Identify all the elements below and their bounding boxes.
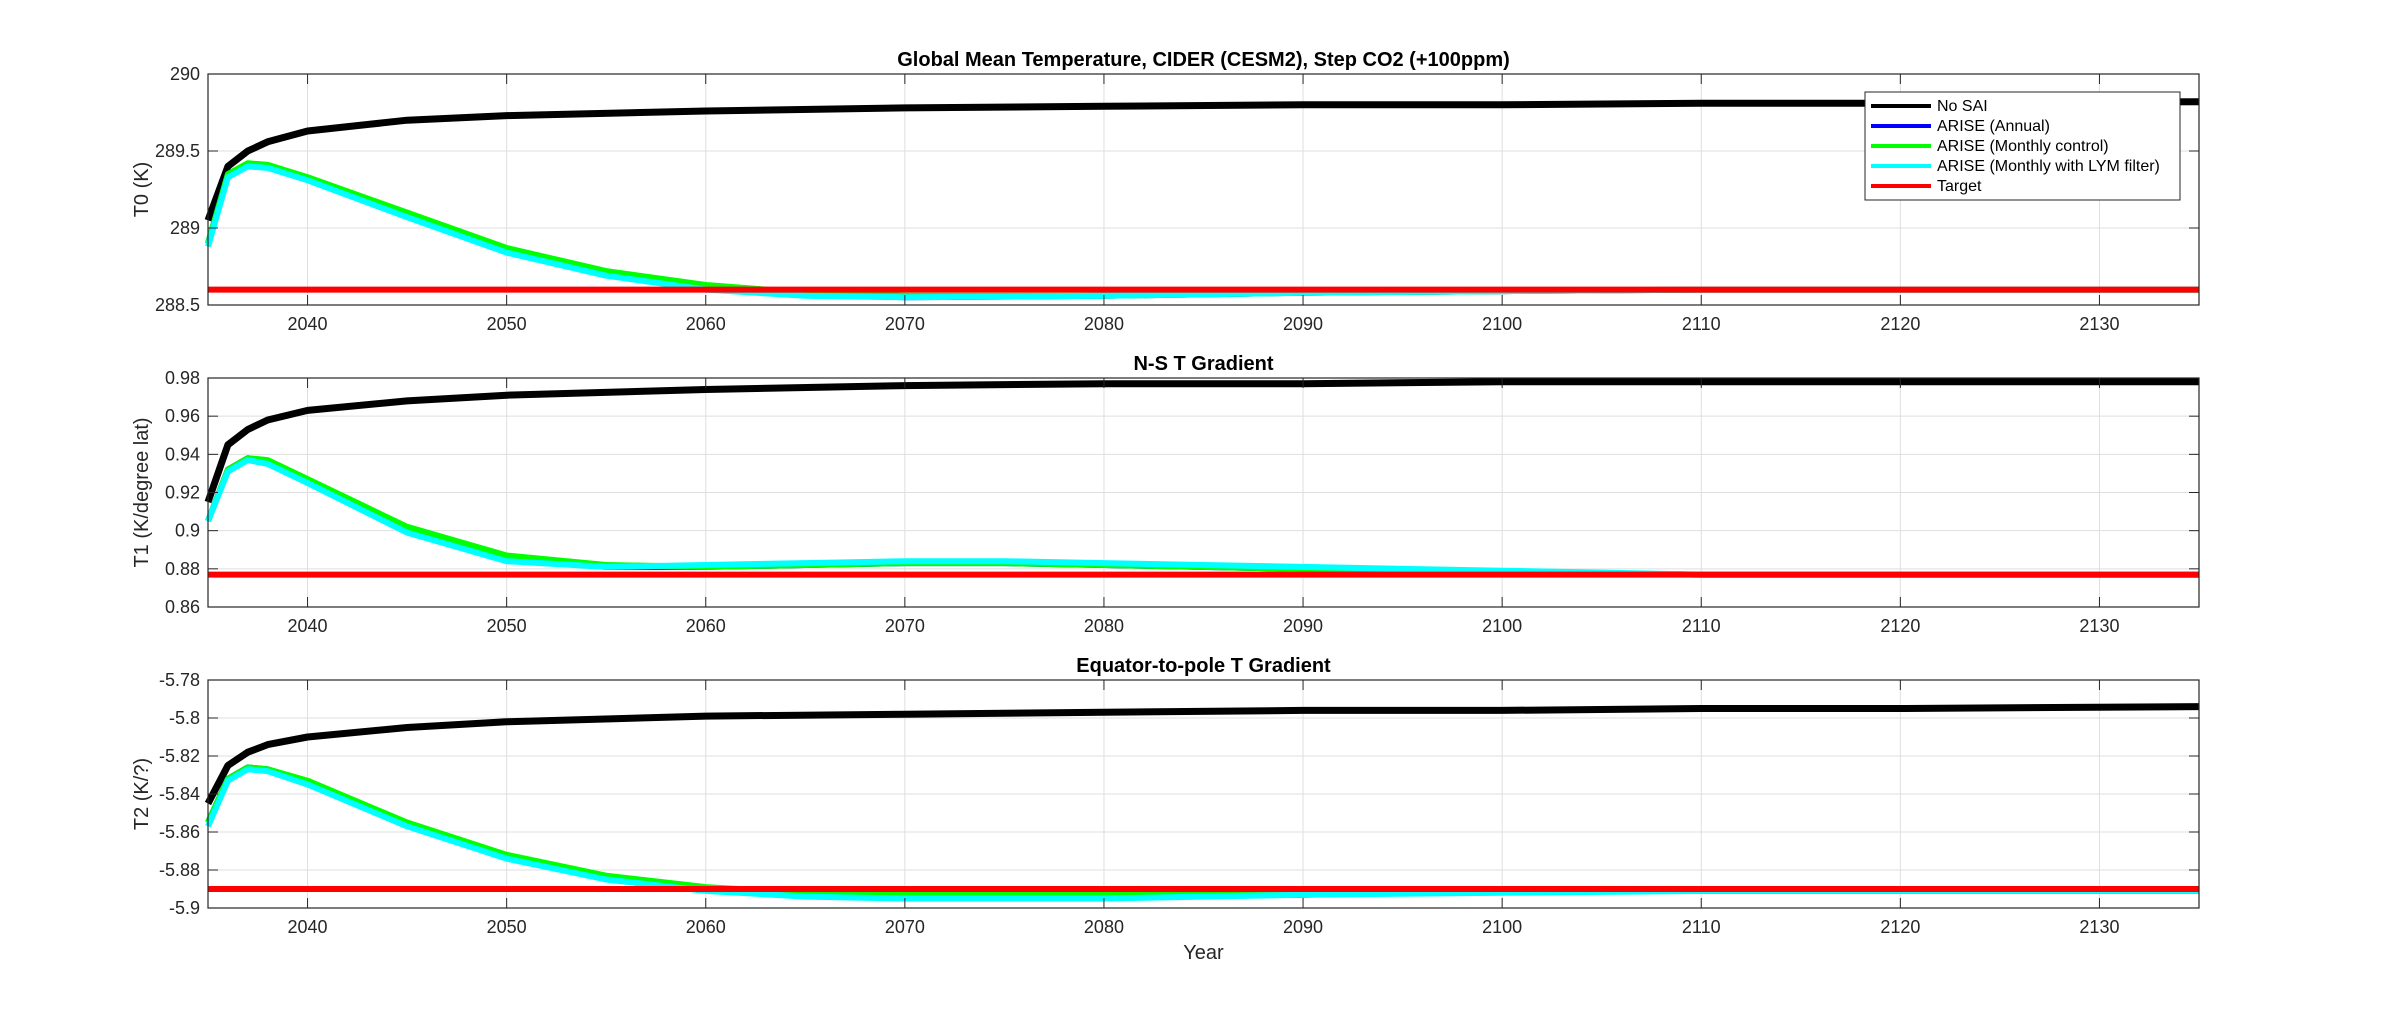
y-tick-label: 0.88 xyxy=(165,559,200,579)
x-tick-label: 2050 xyxy=(487,616,527,636)
series-line-no-sai xyxy=(204,378,2199,504)
x-tick-label: 2040 xyxy=(288,314,328,334)
legend-label: ARISE (Annual) xyxy=(1937,118,2050,135)
x-tick-label: 2130 xyxy=(2079,917,2119,937)
y-tick-label: 289.5 xyxy=(155,141,200,161)
x-tick-label: 2040 xyxy=(288,616,328,636)
x-tick-label: 2110 xyxy=(1682,314,1721,334)
y-tick-label: 0.96 xyxy=(165,406,200,426)
x-tick-label: 2100 xyxy=(1482,616,1522,636)
x-tick-label: 2080 xyxy=(1084,616,1124,636)
y-tick-label: 0.92 xyxy=(165,483,200,503)
x-tick-label: 2060 xyxy=(686,314,726,334)
y-tick-label: -5.88 xyxy=(159,860,200,880)
x-tick-label: 2110 xyxy=(1682,616,1721,636)
plot-title: Equator-to-pole T Gradient xyxy=(1076,655,1331,677)
x-tick-label: 2070 xyxy=(885,616,925,636)
plot-title: N-S T Gradient xyxy=(1133,353,1273,375)
x-tick-label: 2060 xyxy=(686,616,726,636)
y-tick-label: 289 xyxy=(170,218,200,238)
series-line-no-sai xyxy=(204,703,2200,806)
x-tick-label: 2050 xyxy=(487,917,527,937)
x-tick-label: 2130 xyxy=(2079,616,2119,636)
x-tick-label: 2110 xyxy=(1682,917,1721,937)
x-tick-label: 2090 xyxy=(1283,917,1323,937)
y-tick-label: -5.84 xyxy=(159,784,200,804)
x-tick-label: 2100 xyxy=(1482,314,1522,334)
x-tick-label: 2080 xyxy=(1084,917,1124,937)
x-tick-label: 2040 xyxy=(288,917,328,937)
y-axis-label: T0 (K) xyxy=(131,162,153,218)
y-tick-label: 0.94 xyxy=(165,444,200,464)
x-tick-label: 2120 xyxy=(1880,917,1920,937)
y-tick-label: -5.8 xyxy=(169,708,200,728)
y-tick-label: -5.82 xyxy=(159,746,200,766)
y-tick-label: 288.5 xyxy=(155,295,200,315)
legend-label: ARISE (Monthly with LYM filter) xyxy=(1937,158,2160,175)
y-tick-label: 290 xyxy=(170,64,200,84)
y-tick-label: -5.78 xyxy=(159,670,200,690)
x-tick-label: 2100 xyxy=(1482,917,1522,937)
y-tick-label: -5.86 xyxy=(159,822,200,842)
x-tick-label: 2060 xyxy=(686,917,726,937)
legend-label: No SAI xyxy=(1937,98,1988,115)
x-tick-label: 2090 xyxy=(1283,314,1323,334)
series-line-no-sai xyxy=(204,98,2200,222)
x-tick-label: 2070 xyxy=(885,917,925,937)
y-tick-label: 0.9 xyxy=(175,521,200,541)
x-tick-label: 2120 xyxy=(1880,314,1920,334)
y-tick-label: 0.98 xyxy=(165,368,200,388)
x-axis-label: Year xyxy=(1183,942,1224,964)
x-tick-label: 2050 xyxy=(487,314,527,334)
x-tick-label: 2080 xyxy=(1084,314,1124,334)
y-axis-label: T1 (K/degree lat) xyxy=(131,417,153,567)
plot-title: Global Mean Temperature, CIDER (CESM2), … xyxy=(897,49,1510,71)
plot-frame xyxy=(207,73,2200,306)
legend-label: ARISE (Monthly control) xyxy=(1937,138,2109,155)
y-axis-label: T2 (K/?) xyxy=(131,758,153,830)
x-tick-label: 2070 xyxy=(885,314,925,334)
x-tick-label: 2120 xyxy=(1880,616,1920,636)
y-tick-label: 0.86 xyxy=(165,597,200,617)
legend-label: Target xyxy=(1937,178,1982,195)
y-tick-label: -5.9 xyxy=(169,898,200,918)
x-tick-label: 2130 xyxy=(2079,314,2119,334)
series-line-arise-monthly-with-lym-filter- xyxy=(205,457,2199,578)
x-tick-label: 2090 xyxy=(1283,616,1323,636)
